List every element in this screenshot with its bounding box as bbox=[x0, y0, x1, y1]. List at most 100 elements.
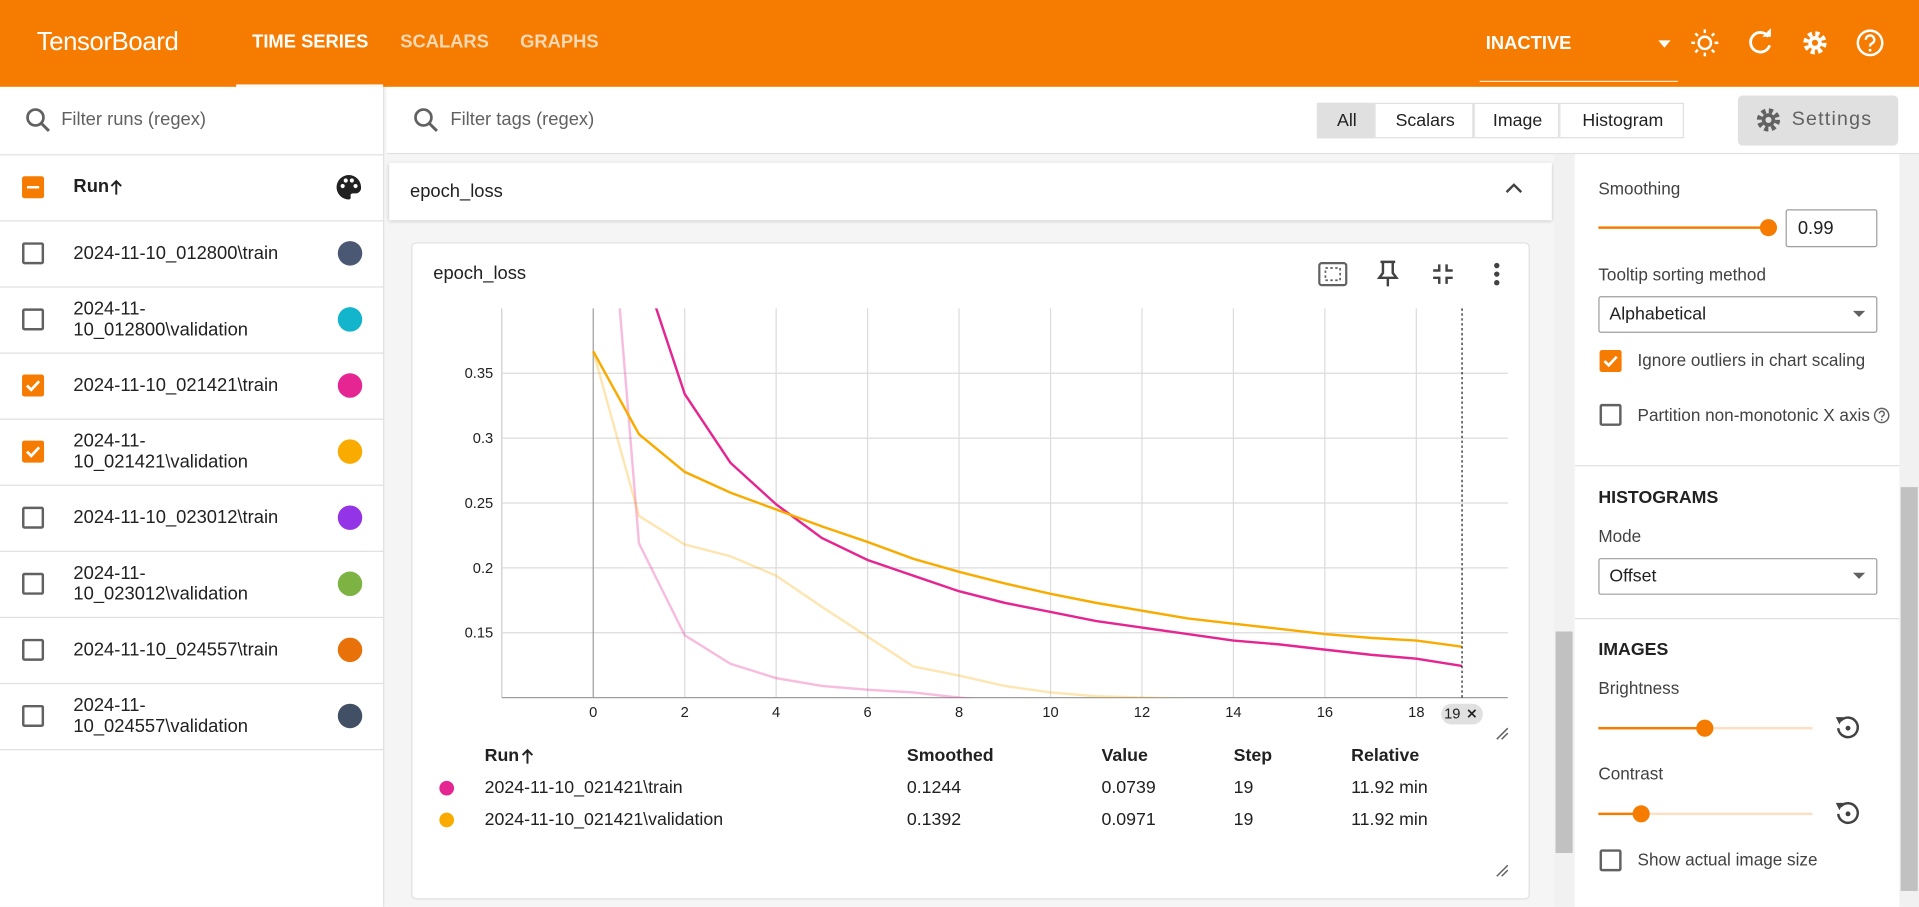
search-icon bbox=[26, 108, 50, 132]
slider-knob[interactable] bbox=[1759, 219, 1777, 237]
icon-part bbox=[1710, 48, 1716, 54]
settings-icon[interactable] bbox=[1800, 28, 1829, 57]
label: Tooltip sorting method bbox=[1598, 264, 1766, 284]
icon-part bbox=[428, 122, 438, 132]
filter-button[interactable]: All bbox=[1316, 102, 1375, 139]
collapse-button[interactable] bbox=[1432, 263, 1454, 285]
group-header bbox=[389, 162, 1552, 221]
scrollbar-thumb[interactable] bbox=[1555, 631, 1573, 854]
table-relative: 11.92 min bbox=[1351, 810, 1428, 830]
table-step: 19 bbox=[1233, 810, 1254, 830]
icon-part bbox=[1494, 280, 1500, 286]
table-smoothed: 0.1392 bbox=[906, 810, 962, 830]
divider bbox=[1575, 465, 1900, 467]
slider-knob[interactable] bbox=[1632, 805, 1650, 823]
slider-track bbox=[1598, 226, 1768, 229]
collapse-chevron[interactable] bbox=[1505, 183, 1523, 194]
palette-icon[interactable] bbox=[335, 174, 362, 201]
icon-part bbox=[343, 178, 348, 183]
run-color[interactable] bbox=[337, 373, 363, 398]
divider bbox=[0, 682, 385, 685]
nav-tab[interactable]: GRAPHS bbox=[520, 31, 599, 53]
icon-part bbox=[1835, 802, 1844, 811]
select-value: Alphabetical bbox=[1609, 304, 1707, 325]
table-step: 19 bbox=[1233, 778, 1254, 798]
table-header: Value bbox=[1101, 746, 1148, 767]
reset-button[interactable] bbox=[1835, 715, 1862, 742]
table-header: Run bbox=[484, 746, 520, 767]
run-column-header[interactable]: Run bbox=[73, 176, 110, 198]
run-checkbox[interactable] bbox=[22, 308, 45, 331]
reset-button[interactable] bbox=[1835, 800, 1862, 827]
run-color[interactable] bbox=[337, 505, 363, 530]
run-color[interactable] bbox=[337, 571, 363, 597]
settings-panel: SCALARS bbox=[1575, 154, 1900, 907]
run-color[interactable] bbox=[337, 439, 363, 464]
filter-button[interactable]: Histogram bbox=[1559, 102, 1685, 139]
run-name: 2024-11-10_023012\validation bbox=[73, 562, 248, 605]
icon-part bbox=[1852, 310, 1866, 317]
table-value: 0.0971 bbox=[1101, 810, 1156, 830]
icon-part bbox=[1710, 32, 1716, 37]
slider-knob[interactable] bbox=[1696, 719, 1714, 737]
nav-tab[interactable]: TIME SERIES bbox=[252, 31, 369, 53]
run-checkbox[interactable] bbox=[22, 440, 45, 463]
run-checkbox[interactable] bbox=[22, 374, 45, 397]
help-button[interactable] bbox=[1855, 28, 1884, 57]
icon-part bbox=[110, 179, 122, 195]
icon-part bbox=[1762, 28, 1771, 37]
icon-part bbox=[1494, 262, 1500, 269]
run-filter-input[interactable]: Filter runs (regex) bbox=[61, 108, 207, 130]
tab-underline bbox=[236, 84, 384, 87]
run-color[interactable] bbox=[337, 307, 363, 332]
dropdown-arrow[interactable] bbox=[1658, 40, 1671, 48]
smoothing-value: 0.99 bbox=[1797, 217, 1834, 239]
run-color[interactable] bbox=[337, 637, 363, 663]
brand: TensorBoard bbox=[36, 28, 179, 57]
run-checkbox[interactable] bbox=[22, 638, 45, 661]
scrollbar-thumb[interactable] bbox=[1900, 487, 1918, 891]
checkbox[interactable] bbox=[1599, 849, 1622, 872]
icon-part bbox=[340, 183, 345, 189]
run-checkbox[interactable] bbox=[22, 242, 45, 265]
check-mark bbox=[1603, 355, 1618, 368]
nav-tab[interactable]: SCALARS bbox=[400, 31, 489, 53]
select[interactable]: Offset bbox=[1598, 558, 1878, 595]
divider bbox=[0, 418, 385, 420]
run-checkbox[interactable] bbox=[22, 704, 45, 727]
pin-button[interactable] bbox=[1376, 260, 1399, 288]
run-name: 2024-11-10_012800\train bbox=[73, 242, 279, 264]
section-heading: HISTOGRAMS bbox=[1598, 488, 1719, 508]
run-name: 2024-11-10_021421\validation bbox=[73, 430, 248, 473]
indeterminate-bar bbox=[26, 186, 40, 189]
run-color[interactable] bbox=[337, 241, 363, 266]
tag-filter-input[interactable]: Filter tags (regex) bbox=[450, 108, 595, 130]
checkbox[interactable] bbox=[1599, 350, 1622, 373]
group-title: epoch_loss bbox=[409, 181, 503, 202]
run-checkbox[interactable] bbox=[22, 572, 45, 595]
reload-button[interactable] bbox=[1746, 28, 1773, 56]
checkbox[interactable] bbox=[1599, 403, 1622, 426]
run-color[interactable] bbox=[337, 703, 363, 729]
select-all-checkbox[interactable] bbox=[22, 176, 45, 199]
theme-button[interactable] bbox=[1690, 28, 1719, 57]
icon-part bbox=[1765, 116, 1772, 123]
icon-part bbox=[1835, 717, 1844, 725]
help-icon[interactable] bbox=[1873, 407, 1889, 423]
fit-domain-button[interactable] bbox=[1318, 262, 1348, 287]
run-status[interactable]: INACTIVE bbox=[1485, 33, 1572, 54]
more-button[interactable] bbox=[1493, 262, 1500, 286]
filter-button[interactable]: Image bbox=[1473, 102, 1560, 139]
smoothing-input[interactable]: 0.99 bbox=[1785, 209, 1878, 248]
filter-button[interactable]: Scalars bbox=[1374, 102, 1474, 139]
resize-handle bbox=[1495, 727, 1508, 740]
icon-part bbox=[1845, 725, 1851, 731]
select[interactable]: Alphabetical bbox=[1598, 296, 1878, 333]
slider-track bbox=[1598, 726, 1705, 730]
settings-label: Settings bbox=[1791, 108, 1873, 130]
icon-part bbox=[1318, 262, 1348, 287]
run-checkbox[interactable] bbox=[22, 506, 45, 529]
check-mark bbox=[25, 446, 41, 458]
icon-part bbox=[1697, 35, 1713, 51]
